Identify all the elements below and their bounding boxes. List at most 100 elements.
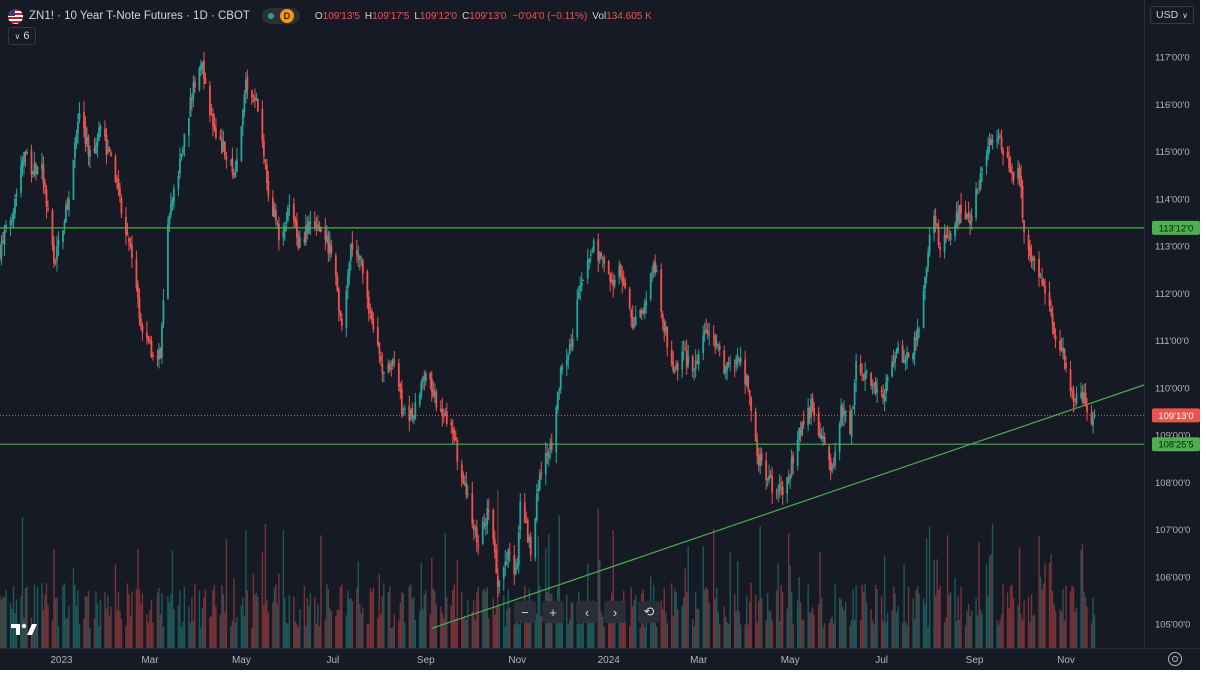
candle [862,373,865,382]
candle [504,549,507,577]
candle [643,298,646,320]
candle [57,231,60,257]
candle [253,88,256,109]
volume-bar [978,542,980,648]
candle [586,248,589,284]
volume-bar [527,600,529,648]
indicators-toggle-button[interactable]: ∨ 6 [8,27,36,45]
candle [819,421,822,439]
volume-bar [717,612,719,648]
volume-bar [946,535,949,648]
gear-icon[interactable] [1168,652,1182,666]
level-price-label: 108'25'5 [1158,440,1193,451]
candle [42,156,45,194]
zoom-out-button[interactable]: − [514,601,536,623]
candle [183,133,186,157]
volume-bar [1062,589,1064,648]
volume-bar [519,608,521,648]
candle [811,393,814,413]
candle [528,534,531,549]
candle [577,285,580,300]
tradingview-logo-icon[interactable] [10,621,38,637]
candle [549,437,552,460]
volume-bar [807,584,809,648]
volume-bar [42,610,45,648]
volume-bar [874,585,877,648]
volume-bar [572,601,574,648]
volume-bar [33,584,36,648]
candle [265,159,268,191]
volume-bar [26,586,28,648]
candle [970,208,973,230]
candle [156,349,159,367]
volume-bar [168,602,171,648]
volume-bar [632,606,634,648]
volume-bar [287,623,289,648]
reset-chart-button[interactable]: ⟲ [638,601,660,623]
volume-bar [1044,563,1046,648]
volume-bar [545,548,547,648]
candle [351,231,354,257]
market-status[interactable]: D [261,8,300,24]
candle [1092,411,1094,434]
candle [660,263,663,318]
volume-bar [958,620,961,648]
candle [663,318,666,342]
candle [748,389,751,406]
volume-bar [916,586,919,648]
volume-bar [66,618,69,648]
volume-bar [796,600,799,648]
volume-bar [745,595,748,648]
candle [126,222,129,236]
volume-bar [681,605,683,648]
candle [946,225,949,239]
candle [87,134,90,166]
volume-bar [820,597,823,648]
volume-bar [276,603,279,648]
candles [0,51,1096,597]
candle [264,158,267,170]
volume-bar [970,610,973,648]
candle [51,208,54,251]
volume-bar [945,617,947,648]
last-price-label-bg [1152,408,1200,423]
candle [11,213,13,228]
zoom-in-button[interactable]: + [542,601,564,623]
candle [621,265,624,294]
candle [505,551,508,566]
volume-bar [861,584,863,648]
volume-bar [694,591,697,648]
volume-bar [618,616,620,648]
candle [129,237,132,250]
volume-bar [904,621,907,648]
scroll-left-button[interactable]: ‹ [576,601,598,623]
candle [1039,272,1042,279]
candle [745,373,748,387]
price-axis[interactable] [1144,0,1201,648]
candle [517,525,520,574]
volume-bar [1021,619,1024,648]
time-axis[interactable] [0,648,1200,671]
price-tick-label: 117'00'0 [1155,53,1190,64]
volume-bar [608,609,610,648]
volume-bar [455,618,457,648]
candle [108,146,111,153]
candle [44,178,46,195]
volume-bar [399,602,402,648]
volume-bar [988,556,991,648]
candle [234,161,237,179]
candle [912,352,915,364]
scroll-right-button[interactable]: › [604,601,626,623]
volume-bar [639,627,641,648]
candle [429,371,432,390]
volume-bar [536,613,538,648]
symbol-title[interactable]: ZN1! · 10 Year T-Note Futures · 1D · CBO… [29,10,250,22]
volume-bar [215,606,217,648]
candle [1023,219,1025,244]
volume-bar [267,612,270,648]
currency-select[interactable]: USD ∨ [1150,6,1194,24]
volume-bar [95,591,97,648]
chart-navigation: − + ‹ › ⟲ [514,600,666,624]
candle [400,380,403,418]
